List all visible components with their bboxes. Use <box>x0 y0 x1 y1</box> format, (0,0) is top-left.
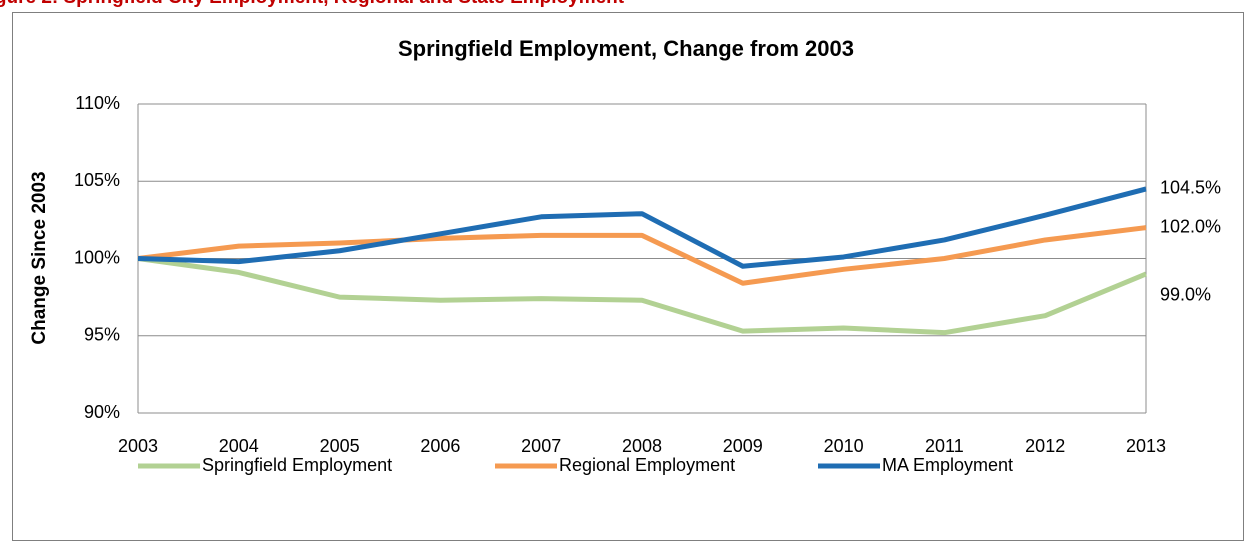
x-tick-label: 2011 <box>925 436 964 456</box>
x-tick-label: 2013 <box>1126 436 1166 456</box>
caption: Figure 2: Springfield City Employment, R… <box>0 0 625 8</box>
legend-label: Springfield Employment <box>202 455 392 475</box>
x-tick-label: 2006 <box>420 436 460 456</box>
x-tick-label: 2004 <box>219 436 259 456</box>
y-tick-label: 105% <box>74 170 120 190</box>
line-series <box>137 186 1147 269</box>
chart-border <box>12 12 1244 541</box>
y-tick-label: 100% <box>74 247 120 267</box>
y-tick-label: 95% <box>84 325 120 345</box>
x-tick-label: 2012 <box>1025 436 1065 456</box>
chart-title: Springfield Employment, Change from 2003 <box>398 36 854 61</box>
y-tick-label: 90% <box>84 402 120 422</box>
x-tick-label: 2008 <box>622 436 662 456</box>
x-tick-label: 2003 <box>118 436 158 456</box>
data-label: 104.5% <box>1160 178 1221 198</box>
x-tick-label: 2009 <box>723 436 763 456</box>
legend-label: Regional Employment <box>559 455 735 475</box>
x-tick-label: 2007 <box>521 436 561 456</box>
x-tick-label: 2010 <box>824 436 864 456</box>
data-label: 102.0% <box>1160 216 1221 236</box>
y-tick-label: 110% <box>75 93 120 113</box>
data-label: 99.0% <box>1160 285 1211 305</box>
legend-label: MA Employment <box>882 455 1013 475</box>
x-tick-label: 2005 <box>320 436 360 456</box>
line-series <box>137 225 1147 286</box>
line-series <box>137 256 1147 336</box>
y-axis-title: Change Since 2003 <box>29 171 50 344</box>
